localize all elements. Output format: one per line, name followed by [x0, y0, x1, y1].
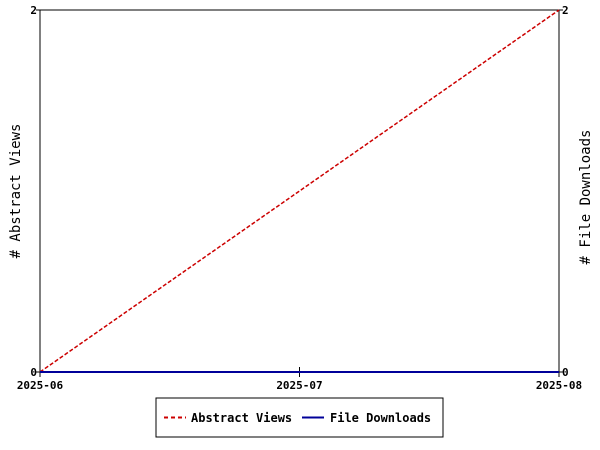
series-layer [39, 9, 560, 373]
series-line-abstract-views [39, 9, 560, 373]
y-axis-right-title: # File Downloads [578, 130, 594, 265]
y-axis-left-title: # Abstract Views [8, 124, 24, 259]
y-left-tick-label-0: 0 [30, 366, 37, 379]
y-left-tick-label-2: 2 [30, 4, 37, 17]
legend-label-file-downloads: File Downloads [330, 411, 431, 425]
y-right-tick-label-2: 2 [562, 4, 569, 17]
legend: Abstract Views File Downloads [155, 397, 444, 438]
y-axis-right: 02 [559, 4, 569, 379]
y-axis-left: 02 [30, 4, 40, 379]
x-tick-label-2025-06: 2025-06 [17, 379, 64, 392]
legend-box [155, 397, 444, 438]
legend-label-abstract-views: Abstract Views [191, 411, 292, 425]
x-tick-label-2025-08: 2025-08 [536, 379, 582, 392]
x-tick-label-2025-07: 2025-07 [276, 379, 322, 392]
y-right-tick-label-0: 0 [562, 366, 569, 379]
x-axis: 2025-06 2025-07 2025-08 [17, 367, 582, 392]
